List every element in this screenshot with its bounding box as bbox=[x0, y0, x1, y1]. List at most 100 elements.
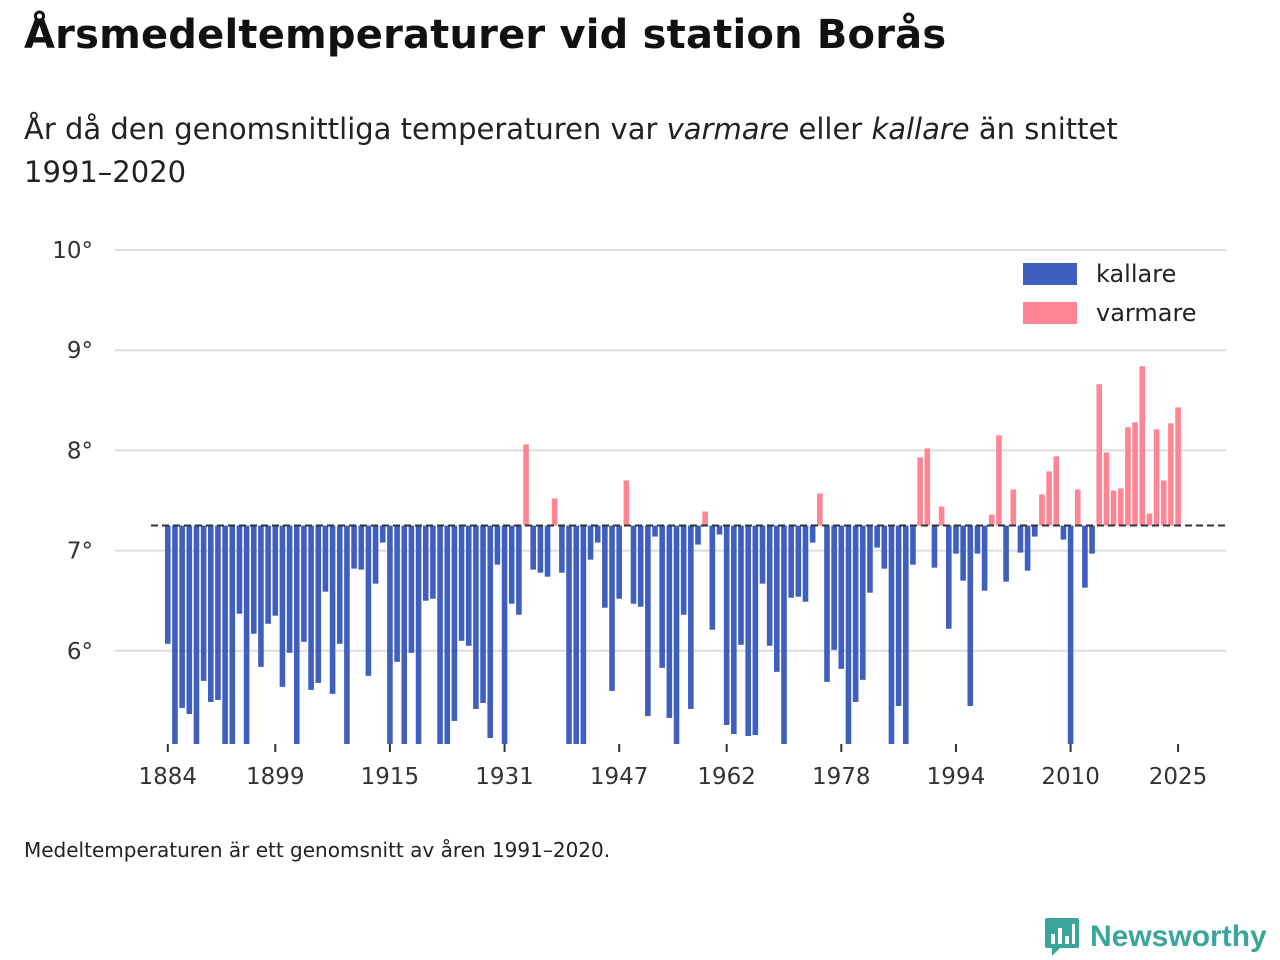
bar-cold[interactable] bbox=[616, 525, 622, 599]
bar-cold[interactable] bbox=[308, 525, 314, 690]
bar-cold[interactable] bbox=[573, 525, 579, 744]
bar-cold[interactable] bbox=[516, 525, 522, 615]
bar-warm[interactable] bbox=[1168, 423, 1174, 526]
bar-warm[interactable] bbox=[1132, 422, 1138, 526]
bar-cold[interactable] bbox=[473, 525, 479, 709]
bar-cold[interactable] bbox=[222, 525, 228, 744]
bar-warm[interactable] bbox=[924, 448, 931, 526]
bar-cold[interactable] bbox=[1060, 525, 1067, 540]
bar-cold[interactable] bbox=[322, 525, 329, 592]
bar-cold[interactable] bbox=[430, 525, 436, 599]
bar-warm[interactable] bbox=[938, 506, 945, 526]
bar-cold[interactable] bbox=[838, 525, 845, 669]
bar-cold[interactable] bbox=[387, 525, 393, 744]
bar-cold[interactable] bbox=[243, 525, 250, 744]
bar-cold[interactable] bbox=[695, 525, 701, 545]
bar-cold[interactable] bbox=[659, 525, 665, 668]
bar-cold[interactable] bbox=[394, 525, 400, 662]
bar-cold[interactable] bbox=[852, 525, 859, 702]
bar-cold[interactable] bbox=[530, 525, 537, 570]
bar-cold[interactable] bbox=[351, 525, 357, 569]
bar-cold[interactable] bbox=[494, 525, 501, 565]
bar-cold[interactable] bbox=[910, 525, 916, 565]
bar-cold[interactable] bbox=[673, 525, 680, 744]
bar-cold[interactable] bbox=[401, 525, 408, 744]
bar-cold[interactable] bbox=[874, 525, 880, 548]
bar-cold[interactable] bbox=[179, 525, 185, 708]
bar-cold[interactable] bbox=[229, 525, 236, 744]
bar-warm[interactable] bbox=[817, 493, 823, 526]
bar-cold[interactable] bbox=[895, 525, 902, 706]
bar-warm[interactable] bbox=[996, 435, 1002, 526]
bar-cold[interactable] bbox=[781, 525, 787, 744]
bar-cold[interactable] bbox=[1031, 525, 1038, 537]
bar-warm[interactable] bbox=[1110, 490, 1117, 526]
bar-warm[interactable] bbox=[1039, 494, 1045, 526]
bar-cold[interactable] bbox=[766, 525, 773, 646]
bar-cold[interactable] bbox=[1017, 525, 1024, 553]
bar-cold[interactable] bbox=[860, 525, 866, 680]
bar-cold[interactable] bbox=[1003, 525, 1009, 582]
bar-cold[interactable] bbox=[845, 525, 852, 744]
bar-cold[interactable] bbox=[974, 525, 981, 554]
bar-warm[interactable] bbox=[1053, 456, 1060, 526]
bar-cold[interactable] bbox=[480, 525, 486, 703]
bar-cold[interactable] bbox=[831, 525, 837, 650]
bar-cold[interactable] bbox=[680, 525, 687, 615]
bar-warm[interactable] bbox=[623, 480, 630, 526]
bar-cold[interactable] bbox=[824, 525, 830, 682]
bar-cold[interactable] bbox=[881, 525, 888, 569]
bar-cold[interactable] bbox=[344, 525, 350, 744]
bar-cold[interactable] bbox=[165, 525, 171, 644]
bar-cold[interactable] bbox=[437, 525, 443, 744]
bar-cold[interactable] bbox=[609, 525, 615, 691]
bar-warm[interactable] bbox=[551, 498, 558, 526]
bar-cold[interactable] bbox=[637, 525, 644, 607]
bar-cold[interactable] bbox=[207, 525, 214, 702]
bar-cold[interactable] bbox=[731, 525, 737, 734]
bar-cold[interactable] bbox=[279, 525, 286, 687]
bar-warm[interactable] bbox=[1125, 427, 1131, 526]
bar-cold[interactable] bbox=[788, 525, 794, 598]
bar-cold[interactable] bbox=[759, 525, 766, 584]
bar-cold[interactable] bbox=[487, 525, 494, 738]
bar-cold[interactable] bbox=[688, 525, 694, 709]
bar-cold[interactable] bbox=[945, 525, 952, 629]
bar-cold[interactable] bbox=[258, 525, 264, 667]
bar-cold[interactable] bbox=[960, 525, 966, 581]
bar-cold[interactable] bbox=[408, 525, 415, 653]
bar-cold[interactable] bbox=[358, 525, 365, 570]
bar-cold[interactable] bbox=[967, 525, 974, 706]
bar-cold[interactable] bbox=[172, 525, 178, 744]
bar-cold[interactable] bbox=[186, 525, 193, 714]
bar-cold[interactable] bbox=[1082, 525, 1088, 588]
bar-cold[interactable] bbox=[809, 525, 816, 543]
bar-cold[interactable] bbox=[981, 525, 988, 591]
bar-warm[interactable] bbox=[1146, 513, 1153, 526]
bar-cold[interactable] bbox=[501, 525, 508, 744]
bar-warm[interactable] bbox=[917, 457, 923, 526]
bar-cold[interactable] bbox=[630, 525, 637, 604]
bar-cold[interactable] bbox=[802, 525, 809, 602]
bar-cold[interactable] bbox=[1067, 525, 1074, 744]
bar-warm[interactable] bbox=[988, 514, 995, 526]
bar-cold[interactable] bbox=[903, 525, 909, 744]
bar-cold[interactable] bbox=[215, 525, 221, 700]
bar-cold[interactable] bbox=[587, 525, 594, 560]
bar-warm[interactable] bbox=[1046, 471, 1052, 526]
bar-cold[interactable] bbox=[250, 525, 257, 634]
bar-cold[interactable] bbox=[458, 525, 465, 641]
bar-cold[interactable] bbox=[752, 525, 759, 735]
bar-cold[interactable] bbox=[465, 525, 472, 646]
bar-cold[interactable] bbox=[236, 525, 243, 614]
bar-cold[interactable] bbox=[265, 525, 271, 624]
bar-cold[interactable] bbox=[867, 525, 873, 593]
brand-logo[interactable]: Newsworthy bbox=[1044, 916, 1267, 958]
bar-warm[interactable] bbox=[1160, 480, 1167, 526]
bar-cold[interactable] bbox=[888, 525, 895, 744]
bar-cold[interactable] bbox=[336, 525, 343, 644]
bar-cold[interactable] bbox=[602, 525, 608, 608]
bar-cold[interactable] bbox=[286, 525, 293, 653]
bar-cold[interactable] bbox=[666, 525, 673, 718]
bar-warm[interactable] bbox=[1175, 407, 1181, 526]
